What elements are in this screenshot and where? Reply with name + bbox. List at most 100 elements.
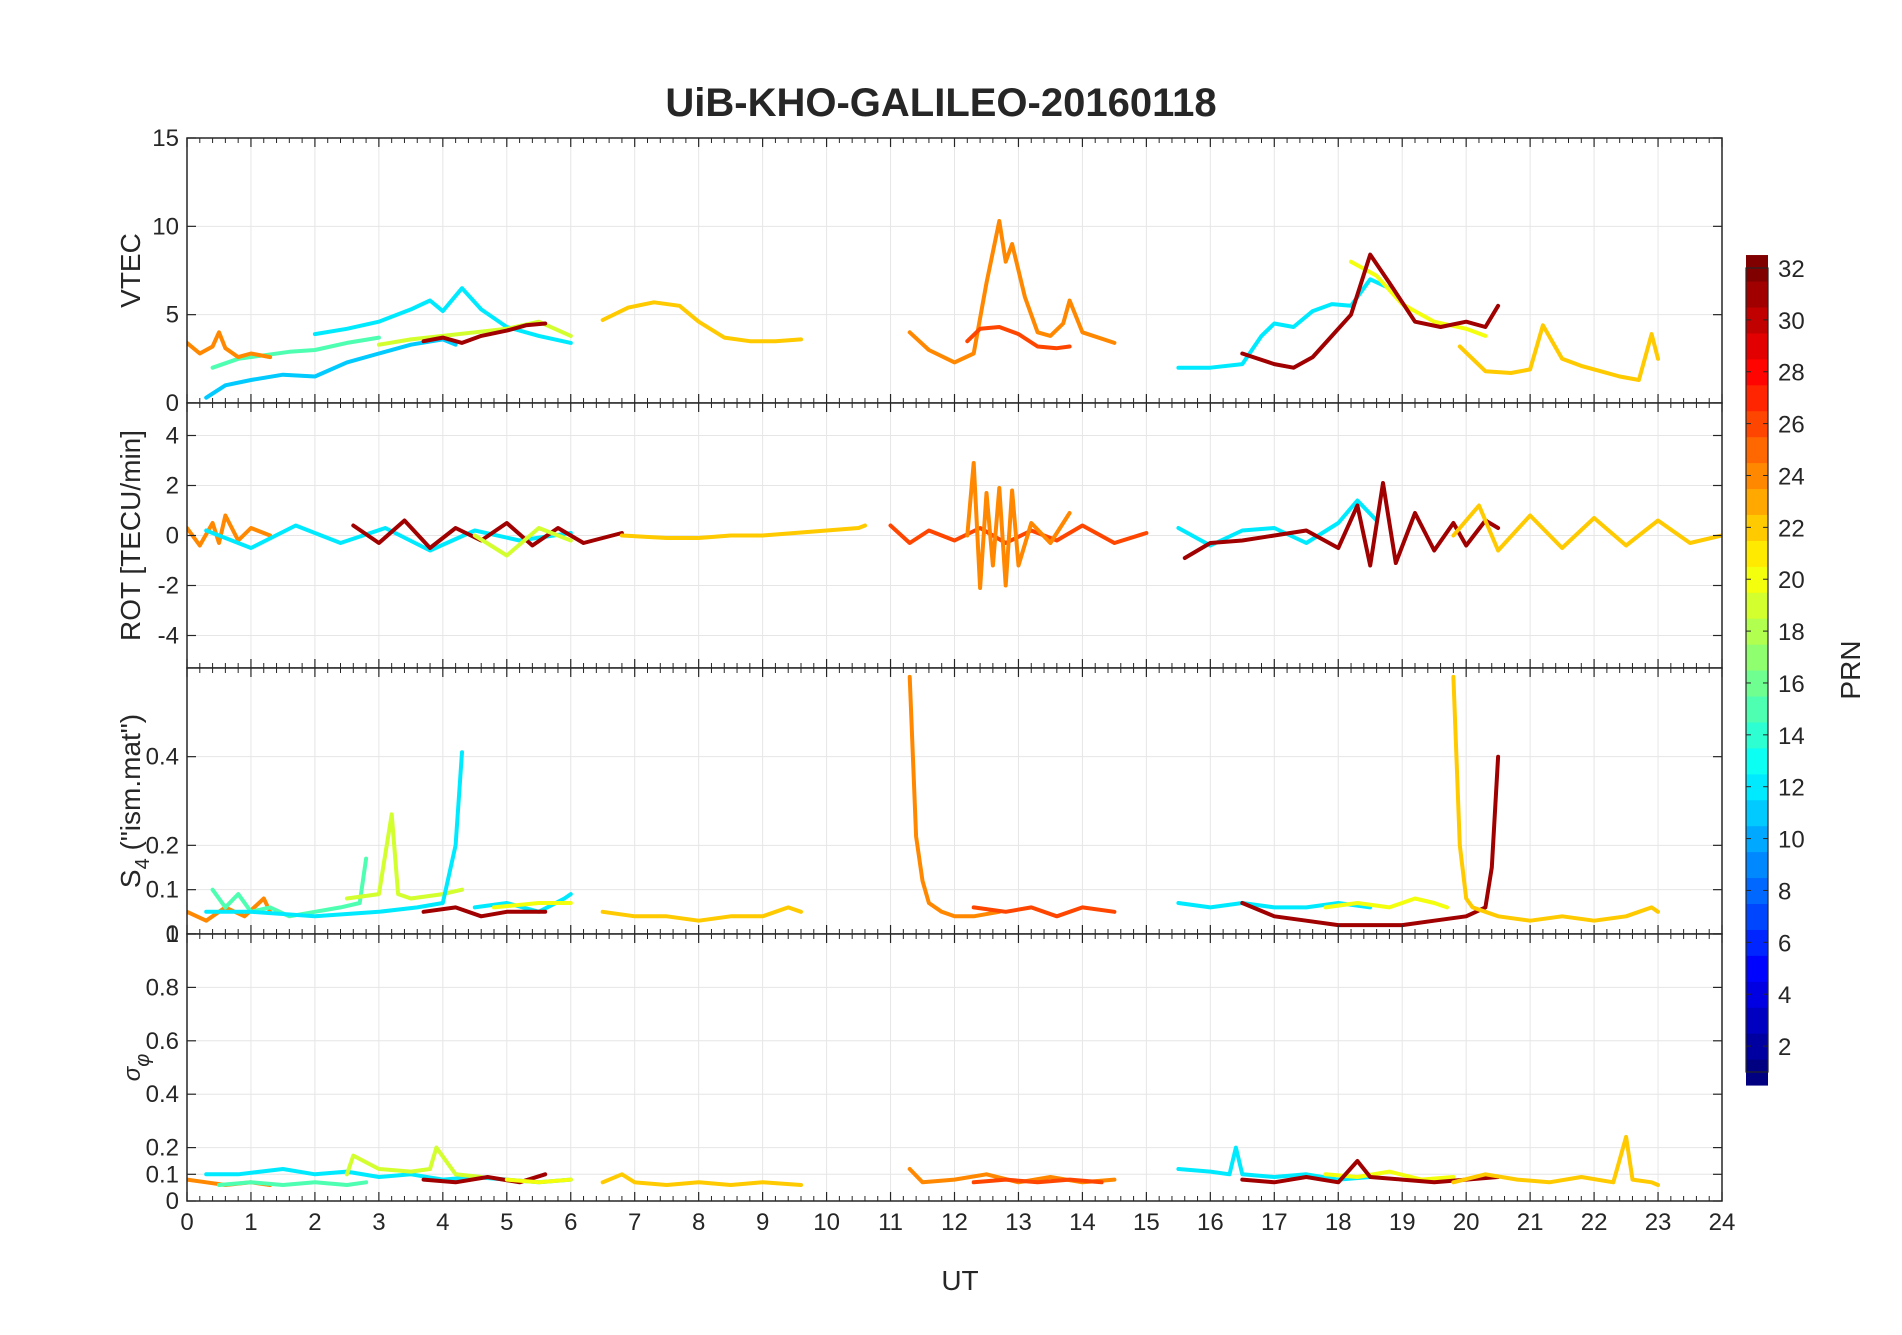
series-sigma-prn-12-9 — [1176, 1145, 1373, 1182]
y-tick-label-s4: 0.4 — [146, 744, 179, 771]
series-vtec-prn-22-6 — [600, 300, 803, 344]
panel-s4: 0 0.1 0.2 0.4S4 ("ism.mat") — [115, 667, 1723, 948]
panel-rot-grid — [187, 403, 1722, 668]
colorbar-segment — [1746, 955, 1768, 982]
colorbar-segment — [1746, 280, 1768, 308]
x-tick-label: 21 — [1517, 1209, 1544, 1236]
colorbar-tick-label: 14 — [1778, 723, 1805, 750]
series-s4-prn-22-13 — [1451, 674, 1660, 923]
colorbar-segment — [1746, 358, 1768, 386]
x-tick-label: 24 — [1709, 1209, 1736, 1236]
x-axis-label: UT — [941, 1265, 978, 1296]
colorbar-segment — [1746, 721, 1768, 749]
panel-vtec: 0 5 10 15 VTEC — [115, 125, 1723, 417]
colorbar-tick-label: 22 — [1778, 515, 1805, 542]
x-tick-label: 10 — [813, 1209, 840, 1236]
series-sigma-prn-20-10 — [1323, 1169, 1456, 1182]
series-rot-prn-12-1 — [204, 523, 573, 553]
colorbar-segment — [1746, 929, 1768, 956]
colorbar-segment — [1746, 488, 1768, 515]
y-tick-label-sigma: 0.1 — [146, 1161, 179, 1188]
y-tick-label-vtec: 15 — [152, 125, 179, 152]
colorbar-segment — [1746, 981, 1768, 1008]
colorbar-tick-label: 18 — [1778, 619, 1805, 646]
panel-rot-minor-ticks — [186, 403, 1723, 668]
x-tick-label: 19 — [1389, 1209, 1416, 1236]
panel-vtec-series — [187, 219, 1660, 400]
panel-vtec-minor-ticks — [186, 138, 1723, 403]
panel-vtec-grid — [187, 138, 1722, 403]
series-sigma-prn-26-8 — [971, 1177, 1104, 1185]
x-tick-label: 1 — [244, 1209, 257, 1236]
y-tick-label-vtec: 0 — [166, 390, 179, 417]
series-s4-prn-31-5 — [421, 905, 548, 919]
colorbar-segment — [1746, 670, 1768, 697]
x-tick-labels: 0 1 2 3 4 5 6 7 8 9 10 11 12 13 14 15 16 17 18 19 20 21 22 23 24 — [180, 1209, 1735, 1236]
series-s4-prn-22-7 — [600, 905, 803, 923]
series-vtec-prn-12-1 — [312, 286, 573, 345]
y-axis-label-sigma: σφ — [119, 1054, 154, 1082]
colorbar-segment — [1746, 877, 1768, 905]
series-rot-prn-22-9 — [1451, 503, 1722, 553]
series-s4-prn-20-11 — [1323, 896, 1449, 910]
panel-rot: -4 -2 0 2 4 ROT [TECU/min] — [115, 402, 1723, 669]
colorbar-segment — [1746, 514, 1768, 541]
colorbar-segment — [1746, 306, 1768, 334]
x-tick-label: 13 — [1005, 1209, 1032, 1236]
colorbar-label: PRN — [1835, 640, 1866, 699]
x-tick-label: 4 — [436, 1209, 449, 1236]
y-tick-label-vtec: 10 — [152, 213, 179, 240]
colorbar-tick-label: 6 — [1778, 930, 1791, 957]
x-tick-label: 23 — [1645, 1209, 1672, 1236]
colorbar-segment — [1746, 592, 1768, 619]
x-tick-label: 6 — [564, 1209, 577, 1236]
y-tick-label-rot: -4 — [158, 623, 179, 650]
colorbar-segment — [1746, 825, 1768, 853]
y-tick-label-sigma: 0 — [166, 1188, 179, 1215]
colorbar-tick-label: 10 — [1778, 827, 1805, 854]
y-axis-label-vtec: VTEC — [115, 233, 146, 308]
x-tick-label: 18 — [1325, 1209, 1352, 1236]
colorbar-segment — [1746, 566, 1768, 593]
colorbar-tick-label: 30 — [1778, 308, 1805, 335]
y-axis-label-rot: ROT [TECU/min] — [115, 430, 146, 641]
x-tick-label: 11 — [878, 1209, 903, 1236]
y-tick-label-vtec: 5 — [166, 302, 179, 329]
series-s4-prn-26-9 — [971, 905, 1117, 919]
y-tick-label-s4: 0 — [166, 921, 179, 948]
y-tick-label-rot: -2 — [158, 573, 179, 600]
panel-sigma-series — [187, 1134, 1660, 1187]
x-tick-label: 7 — [628, 1209, 641, 1236]
y-tick-label-sigma: 0.8 — [146, 974, 179, 1001]
y-tick-label-sigma: 0.2 — [146, 1135, 179, 1162]
y-tick-label-s4: 0.2 — [146, 832, 179, 859]
series-vtec-prn-20-10 — [1349, 259, 1488, 338]
colorbar-segment — [1746, 695, 1768, 723]
panel-rot-series — [187, 461, 1722, 590]
colorbar-segment — [1746, 773, 1768, 801]
y-tick-label-sigma: 1 — [166, 921, 179, 948]
colorbar-segment — [1746, 540, 1768, 567]
series-s4-prn-20-6 — [492, 901, 573, 910]
colorbar-tick-label: 8 — [1778, 878, 1791, 905]
x-tick-label: 15 — [1133, 1209, 1160, 1236]
series-sigma-prn-22-12 — [1451, 1134, 1660, 1187]
series-sigma-prn-31-11 — [1240, 1159, 1501, 1185]
series-rot-prn-31-8 — [1182, 481, 1501, 568]
colorbar-tick-label: 20 — [1778, 567, 1805, 594]
x-tick-label: 22 — [1581, 1209, 1608, 1236]
y-axis-label-s4: S4 ("ism.mat") — [115, 714, 154, 888]
colorbar-frame — [1745, 267, 1769, 1073]
series-sigma-prn-19-3 — [344, 1145, 484, 1179]
series-s4-prn-24-8 — [907, 674, 1002, 919]
y-tick-label-sigma: 0.6 — [146, 1028, 179, 1055]
series-vtec-prn-19-3 — [376, 319, 573, 347]
y-tick-label-rot: 0 — [166, 523, 179, 550]
colorbar-segment — [1746, 747, 1768, 775]
y-tick-label-rot: 4 — [166, 423, 179, 450]
